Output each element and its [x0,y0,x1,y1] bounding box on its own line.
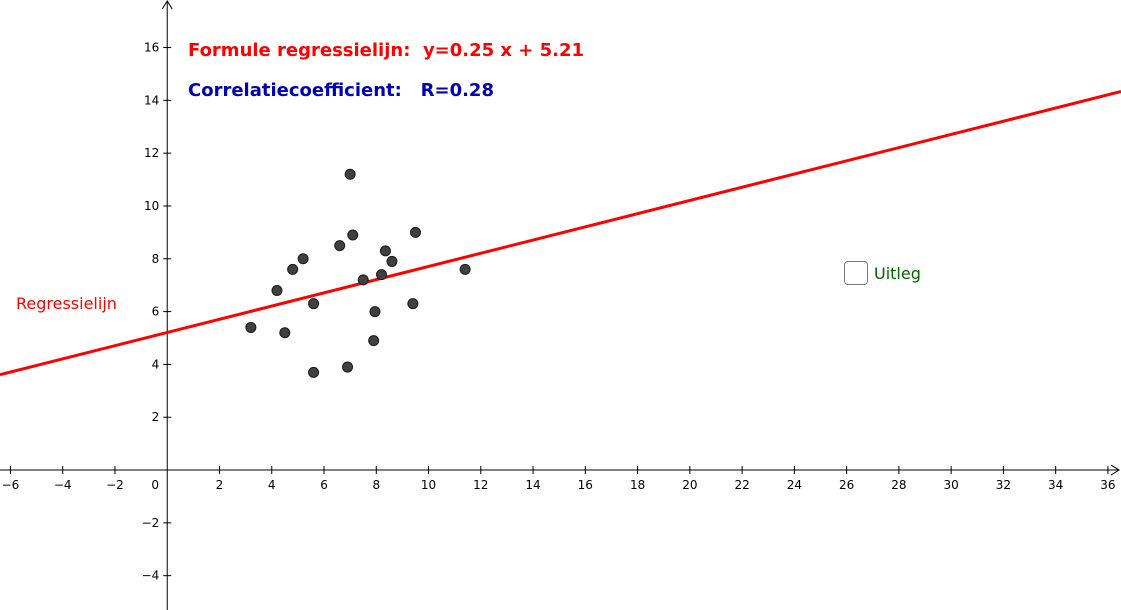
x-tick-label: 8 [372,478,380,492]
data-point [279,327,291,339]
regression-line [0,90,1121,377]
data-point [369,306,381,318]
x-tick-label: 0 [151,478,159,492]
x-tick-label: 10 [421,478,436,492]
y-tick-label: 16 [144,41,159,55]
data-point [308,366,320,378]
data-point [368,335,380,347]
data-point [376,269,388,281]
data-point [386,255,398,267]
data-point [379,245,391,257]
x-tick-label: 24 [787,478,802,492]
y-tick-label: 12 [144,146,159,160]
data-point [308,298,320,310]
data-point [271,284,283,296]
x-tick-label: −2 [106,478,124,492]
data-point [334,240,346,252]
uitleg-checkbox[interactable] [844,261,868,285]
uitleg-checkbox-label[interactable]: Uitleg [874,263,921,283]
x-tick-label: 2 [216,478,224,492]
x-tick-label: 20 [682,478,697,492]
y-tick-label: −4 [142,569,160,583]
data-points [245,168,471,378]
data-point [409,226,421,238]
x-tick-label: 22 [734,478,749,492]
uitleg-checkbox-control[interactable]: Uitleg [844,261,921,285]
tick-labels: −6 −4 −2 0 2 4 6 8 10 12 14 16 18 20 22 24 26 28 30 32 34 36−… [2,41,1116,583]
y-tick-label: −2 [142,516,160,530]
x-tick-label: −6 [2,478,20,492]
y-tick-label: 6 [152,305,160,319]
x-tick-label: 34 [1048,478,1063,492]
y-axis-arrow [161,0,173,10]
data-point [347,229,359,241]
x-tick-label: 16 [578,478,593,492]
x-tick-label: 4 [268,478,276,492]
data-point [407,298,419,310]
regression-line-group [0,90,1121,377]
data-point [459,263,471,275]
correlation-coefficient: Correlatiecoefficient: R=0.28 [188,80,494,101]
data-point [245,321,257,333]
y-tick-label: 4 [152,357,160,371]
x-tick-label: 12 [473,478,488,492]
data-point [357,274,369,286]
data-point [342,361,354,373]
x-tick-label: 28 [891,478,906,492]
data-point [297,253,309,265]
x-tick-label: 26 [839,478,854,492]
x-tick-label: 30 [944,478,959,492]
regression-formula: Formule regressielijn: y=0.25 x + 5.21 [188,40,585,61]
y-tick-label: 14 [144,93,159,107]
x-tick-label: 6 [320,478,328,492]
y-tick-label: 10 [144,199,159,213]
x-tick-label: 14 [525,478,540,492]
y-tick-label: 8 [152,252,160,266]
x-tick-label: 36 [1100,478,1115,492]
x-tick-label: 32 [996,478,1011,492]
y-tick-label: 2 [152,410,160,424]
x-axis-arrow [1110,464,1120,476]
regression-line-label: Regressielijn [16,294,117,313]
data-point [287,263,299,275]
x-tick-label: 18 [630,478,645,492]
data-point [344,168,356,180]
x-tick-label: −4 [54,478,72,492]
